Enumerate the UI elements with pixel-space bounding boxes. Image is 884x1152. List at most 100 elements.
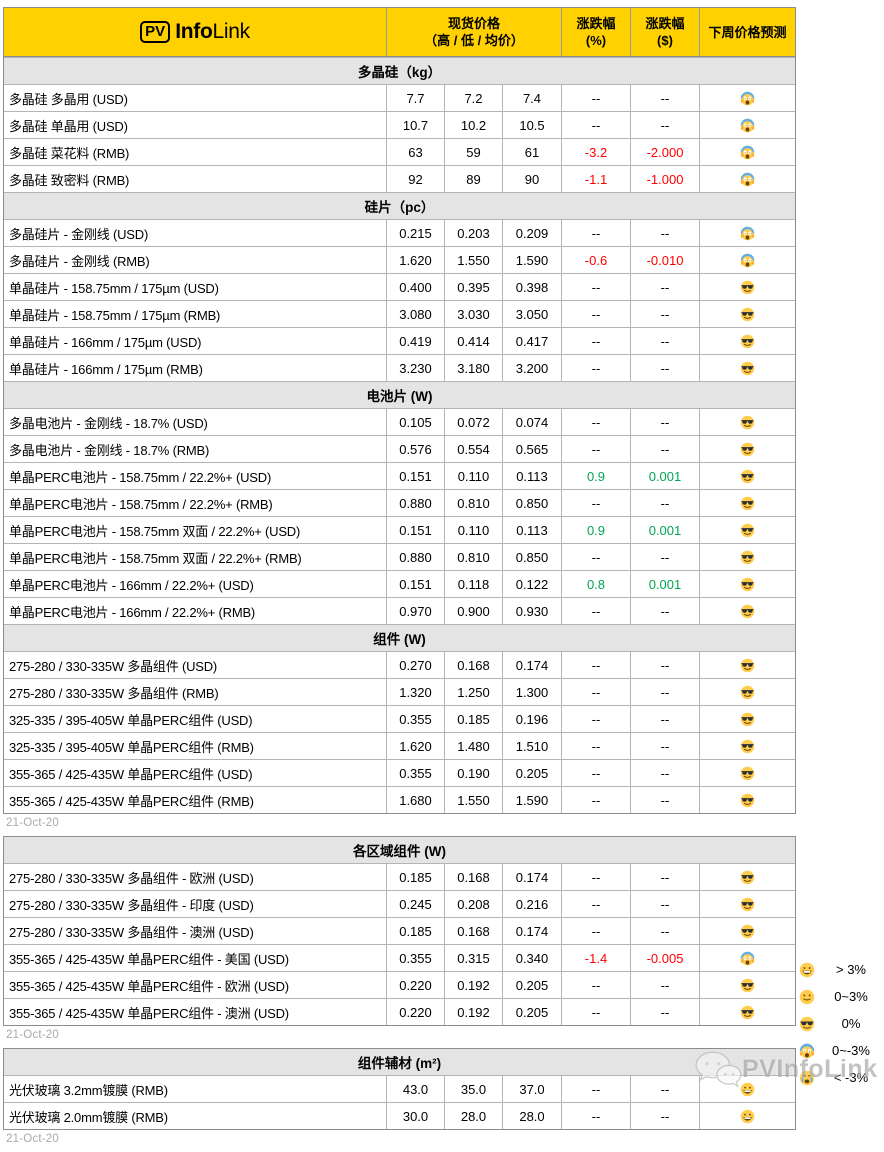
price-avg-cell: 0.196 <box>502 706 561 732</box>
price-high-cell: 1.620 <box>386 247 444 273</box>
cool-emoji <box>740 766 755 781</box>
legend-label: 0~-3% <box>832 1043 870 1058</box>
change-pct-cell: -- <box>561 679 630 705</box>
change-pct-cell: -- <box>561 760 630 786</box>
col-header-change-pct: 涨跌幅 (%) <box>561 8 630 56</box>
price-high-cell: 0.880 <box>386 490 444 516</box>
price-high-cell: 7.7 <box>386 85 444 111</box>
row-label: 多晶硅片 - 金刚线 (RMB) <box>9 253 150 269</box>
price-table: 组件辅材 (m²) 光伏玻璃 3.2mm镀膜 (RMB) 43.0 35.0 3… <box>3 1048 796 1130</box>
table-row: 单晶硅片 - 166mm / 175µm (RMB) 3.230 3.180 3… <box>4 354 795 381</box>
cool-emoji <box>740 897 755 912</box>
change-pct-cell: -- <box>561 787 630 813</box>
row-label: 光伏玻璃 2.0mm镀膜 (RMB) <box>9 1109 168 1125</box>
price-avg-cell: 7.4 <box>502 85 561 111</box>
forecast-emoji-use <box>741 870 755 884</box>
price-low-cell: 0.203 <box>444 220 502 246</box>
price-avg-cell: 0.113 <box>502 517 561 543</box>
price-avg-cell: 0.074 <box>502 409 561 435</box>
table-header: PV InfoLink 现货价格 （高 / 低 / 均价） 涨跌幅 (%) 涨跌… <box>4 8 795 57</box>
forecast-cell <box>699 999 795 1025</box>
price-avg-cell: 0.174 <box>502 652 561 678</box>
table-row: 355-365 / 425-435W 单晶PERC组件 - 澳洲 (USD) 0… <box>4 998 795 1025</box>
price-avg-cell: 0.565 <box>502 436 561 462</box>
row-label: 275-280 / 330-335W 多晶组件 - 澳洲 (USD) <box>9 924 254 940</box>
legend-item: > 3% <box>799 956 883 983</box>
forecast-emoji-use <box>741 1109 755 1123</box>
legend-label: 0~3% <box>834 989 868 1004</box>
cool-emoji <box>740 739 755 754</box>
change-pct-cell: -- <box>561 864 630 890</box>
price-table: 各区域组件 (W) 275-280 / 330-335W 多晶组件 - 欧洲 (… <box>3 836 796 1026</box>
cool-emoji <box>740 469 755 484</box>
price-high-cell: 43.0 <box>386 1076 444 1102</box>
price-low-cell: 28.0 <box>444 1103 502 1129</box>
row-label: 多晶硅片 - 金刚线 (USD) <box>9 226 149 242</box>
price-high-cell: 1.620 <box>386 733 444 759</box>
change-usd-cell: -- <box>630 652 699 678</box>
brand-info: Info <box>175 20 213 43</box>
change-usd-cell: -- <box>630 328 699 354</box>
grin-emoji <box>740 1109 755 1124</box>
change-usd-cell: 0.001 <box>630 571 699 597</box>
price-high-cell: 0.355 <box>386 760 444 786</box>
cool-emoji <box>740 523 755 538</box>
price-avg-cell: 0.113 <box>502 463 561 489</box>
table-row: 多晶电池片 - 金刚线 - 18.7% (RMB) 0.576 0.554 0.… <box>4 435 795 462</box>
forecast-emoji-use <box>741 924 755 938</box>
forecast-emoji-use <box>741 685 755 699</box>
table-row: 355-365 / 425-435W 单晶PERC组件 (USD) 0.355 … <box>4 759 795 786</box>
change-pct-cell: 0.8 <box>561 571 630 597</box>
price-low-cell: 0.395 <box>444 274 502 300</box>
change-usd-cell: -- <box>630 864 699 890</box>
forecast-emoji-use <box>741 712 755 726</box>
cool-emoji <box>740 577 755 592</box>
pv-badge: PV <box>140 21 171 43</box>
row-label: 325-335 / 395-405W 单晶PERC组件 (RMB) <box>9 739 254 755</box>
cool-emoji <box>740 658 755 673</box>
table-row: 单晶硅片 - 166mm / 175µm (USD) 0.419 0.414 0… <box>4 327 795 354</box>
change-usd-cell: -- <box>630 972 699 998</box>
row-label: 单晶硅片 - 166mm / 175µm (USD) <box>9 334 202 350</box>
report-date: 21-Oct-20 <box>6 817 59 829</box>
row-label: 多晶电池片 - 金刚线 - 18.7% (RMB) <box>9 442 210 458</box>
price-high-cell: 0.970 <box>386 598 444 624</box>
row-label: 多晶电池片 - 金刚线 - 18.7% (USD) <box>9 415 208 431</box>
table-row: 325-335 / 395-405W 单晶PERC组件 (RMB) 1.620 … <box>4 732 795 759</box>
change-usd-cell: -- <box>630 436 699 462</box>
table-row: 多晶硅 多晶用 (USD) 7.7 7.2 7.4 -- -- <box>4 84 795 111</box>
price-avg-cell: 1.590 <box>502 247 561 273</box>
row-label: 单晶PERC电池片 - 158.75mm / 22.2%+ (RMB) <box>9 496 273 512</box>
forecast-cell <box>699 490 795 516</box>
change-usd-cell: 0.001 <box>630 517 699 543</box>
cool-emoji <box>740 1005 755 1020</box>
price-high-cell: 3.080 <box>386 301 444 327</box>
price-avg-cell: 61 <box>502 139 561 165</box>
price-avg-cell: 0.205 <box>502 999 561 1025</box>
change-pct-unit: (%) <box>585 33 607 48</box>
price-high-cell: 92 <box>386 166 444 192</box>
price-high-cell: 0.185 <box>386 864 444 890</box>
forecast-emoji-use <box>741 280 755 294</box>
price-high-cell: 0.220 <box>386 972 444 998</box>
table-row: 多晶电池片 - 金刚线 - 18.7% (USD) 0.105 0.072 0.… <box>4 408 795 435</box>
forecast-emoji-use <box>741 577 755 591</box>
table-row: 多晶硅 单晶用 (USD) 10.7 10.2 10.5 -- -- <box>4 111 795 138</box>
forecast-emoji-use <box>741 604 755 618</box>
legend-item: 0~-3% <box>799 1037 883 1064</box>
row-label: 多晶硅 单晶用 (USD) <box>9 118 128 134</box>
row-label: 275-280 / 330-335W 多晶组件 (RMB) <box>9 685 219 701</box>
table-row: 多晶硅 致密料 (RMB) 92 89 90 -1.1 -1.000 <box>4 165 795 192</box>
section-header: 组件 (W) <box>4 624 795 651</box>
row-label: 单晶PERC电池片 - 158.75mm / 22.2%+ (USD) <box>9 469 272 485</box>
table-row: 单晶PERC电池片 - 158.75mm / 22.2%+ (USD) 0.15… <box>4 462 795 489</box>
change-usd-cell: -- <box>630 409 699 435</box>
brand-text: InfoLink <box>175 20 250 44</box>
change-usd-cell: -- <box>630 220 699 246</box>
row-label: 光伏玻璃 3.2mm镀膜 (RMB) <box>9 1082 168 1098</box>
forecast-emoji-use <box>741 307 755 321</box>
section-header: 组件辅材 (m²) <box>4 1049 795 1075</box>
price-high-cell: 0.151 <box>386 571 444 597</box>
scream-emoji <box>740 253 755 268</box>
change-usd-cell: -- <box>630 679 699 705</box>
